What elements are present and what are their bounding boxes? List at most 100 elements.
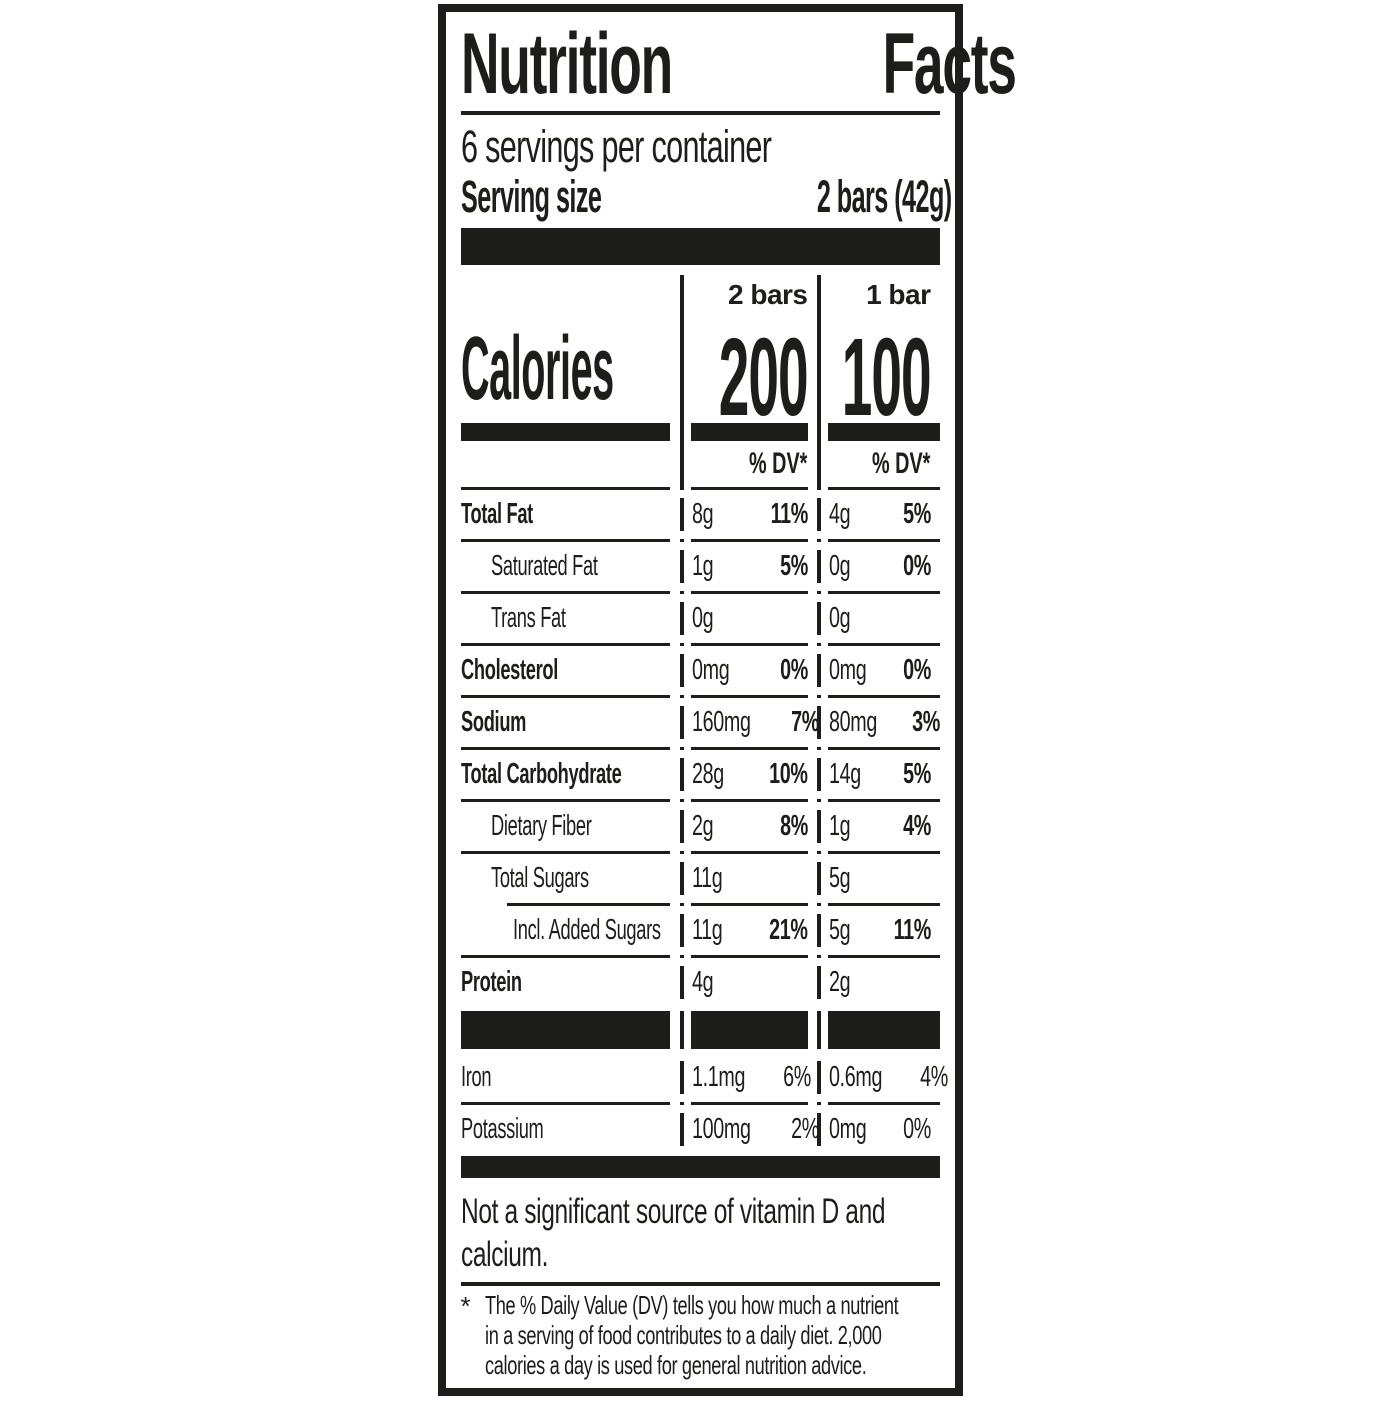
dv-1bar: 5% xyxy=(902,758,931,790)
not-significant-line-1: Not a significant source of vitamin D an… xyxy=(460,1192,885,1231)
title-word-facts: Facts xyxy=(882,16,1016,113)
dv-1bar: 11% xyxy=(893,914,931,946)
not-significant-note: Not a significant source of vitamin D an… xyxy=(461,1190,940,1276)
dv-1bar: 0% xyxy=(902,1113,931,1145)
nutrient-name: Total Sugars xyxy=(490,862,589,894)
label-title: Nutrition Facts xyxy=(460,16,1017,113)
dv-1bar: 3% xyxy=(912,706,940,738)
not-significant-line-2: calcium. xyxy=(460,1235,548,1274)
nutrient-name: Total Fat xyxy=(460,498,533,530)
title-word-nutrition: Nutrition xyxy=(460,16,673,113)
column-header-2bars: 2 bars xyxy=(728,279,808,310)
nutrient-name: Saturated Fat xyxy=(490,550,598,582)
row-divider xyxy=(460,643,940,646)
nutrient-name: Incl. Added Sugars xyxy=(512,914,661,946)
serving-size-value: 2 bars (42g) xyxy=(816,171,952,222)
nutrient-row-added-sugars: Incl. Added Sugars 11g 21% 5g 11% xyxy=(461,906,940,955)
amount-1bar: 0g xyxy=(828,550,851,582)
dv-1bar: 0% xyxy=(902,654,931,686)
thick-bar-bottom xyxy=(460,1156,940,1178)
footnote-line-3: calories a day is used for general nutri… xyxy=(484,1350,867,1380)
dv-header-row: % DV* % DV* xyxy=(461,441,940,487)
dv-2bars: 0% xyxy=(779,654,808,686)
nutrition-facts-label: Nutrition Facts 6 servings per container… xyxy=(437,4,1017,1396)
nutrient-name: Sodium xyxy=(460,706,526,738)
row-divider xyxy=(460,747,940,750)
serving-size-row: Serving size 2 bars (42g) xyxy=(460,171,953,222)
nutrient-row-saturated-fat: Saturated Fat 1g 5% 0g 0% xyxy=(461,542,940,591)
calories-value-1bar: 100 xyxy=(841,315,932,439)
mineral-name: Iron xyxy=(460,1061,492,1093)
footnote-line-2: in a serving of food contributes to a da… xyxy=(484,1320,882,1350)
dv-1bar: 5% xyxy=(902,498,931,530)
nutrient-name: Dietary Fiber xyxy=(490,810,592,842)
mineral-row-potassium: Potassium 100mg 2% 0mg 0% xyxy=(461,1105,940,1154)
calories-2bars-cell: 2 bars 200 xyxy=(679,275,817,439)
amount-2bars: 4g xyxy=(691,966,714,998)
amount-1bar: 5g xyxy=(828,914,851,946)
row-divider xyxy=(460,955,940,958)
nutrient-name: Protein xyxy=(460,966,522,998)
amount-2bars: 0mg xyxy=(691,654,730,686)
amount-2bars: 2g xyxy=(691,810,714,842)
calories-row: Calories 2 bars 200 1 bar 100 xyxy=(460,275,940,439)
nutrient-name: Cholesterol xyxy=(460,654,558,686)
nutrient-name: Total Carbohydrate xyxy=(460,758,622,790)
amount-2bars: 8g xyxy=(691,498,714,530)
amount-1bar: 0mg xyxy=(828,1113,867,1145)
calories-value-2bars: 200 xyxy=(718,315,809,439)
nutrient-row-protein: Protein 4g 2g xyxy=(461,958,940,1007)
footnote-divider xyxy=(460,1282,940,1286)
row-divider xyxy=(460,695,940,698)
mineral-row-iron: Iron 1.1mg 6% 0.6mg 4% xyxy=(460,1053,948,1102)
footnote-line-1: The % Daily Value (DV) tells you how muc… xyxy=(484,1290,899,1320)
dv-2bars: 21% xyxy=(769,914,808,946)
dv-header-1bar: % DV* xyxy=(872,447,931,480)
dv-footnote: * The % Daily Value (DV) tells you how m… xyxy=(461,1290,940,1380)
title-divider xyxy=(460,111,940,115)
amount-1bar: 0g xyxy=(828,602,851,634)
row-divider xyxy=(460,591,940,594)
amount-1bar: 1g xyxy=(828,810,851,842)
nutrient-row-total-fat: Total Fat 8g 11% 4g 5% xyxy=(461,490,940,539)
thick-bar-minerals xyxy=(460,1007,940,1053)
nutrient-row-trans-fat: Trans Fat 0g 0g xyxy=(461,594,940,643)
amount-1bar: 0.6mg xyxy=(828,1061,882,1093)
amount-1bar: 14g xyxy=(828,758,861,790)
nutrient-table: Calories 2 bars 200 1 bar 100 % DV* % DV… xyxy=(460,275,948,1154)
calories-underline-bars xyxy=(460,423,940,441)
calories-1bar-cell: 1 bar 100 xyxy=(816,275,940,439)
nutrient-row-sodium: Sodium 160mg 7% 80mg 3% xyxy=(461,698,940,747)
row-divider xyxy=(460,851,940,854)
row-divider xyxy=(460,539,940,542)
dv-2bars: 11% xyxy=(770,498,808,530)
serving-size-label: Serving size xyxy=(460,171,602,222)
dv-1bar: 4% xyxy=(902,810,931,842)
row-divider xyxy=(460,1102,940,1105)
dv-2bars: 5% xyxy=(779,550,808,582)
dv-2bars: 2% xyxy=(790,1113,819,1145)
amount-2bars: 160mg xyxy=(691,706,751,738)
amount-2bars: 28g xyxy=(691,758,724,790)
servings-per-container: 6 servings per container xyxy=(460,121,940,172)
amount-1bar: 80mg xyxy=(828,706,877,738)
column-header-1bar: 1 bar xyxy=(866,279,931,310)
dv-1bar: 4% xyxy=(919,1061,948,1093)
amount-1bar: 2g xyxy=(828,966,851,998)
mineral-name: Potassium xyxy=(460,1113,544,1145)
dv-2bars: 6% xyxy=(782,1061,811,1093)
nutrient-name: Trans Fat xyxy=(490,602,566,634)
row-divider xyxy=(460,799,940,802)
thick-bar-top xyxy=(460,228,940,265)
amount-1bar: 4g xyxy=(828,498,851,530)
amount-2bars: 11g xyxy=(691,862,723,894)
dv-header-2bars: % DV* xyxy=(749,447,808,480)
dv-2bars: 10% xyxy=(769,758,808,790)
footnote-asterisk: * xyxy=(460,1291,471,1321)
servings-text: 6 servings per container xyxy=(460,121,772,172)
nutrient-row-cholesterol: Cholesterol 0mg 0% 0mg 0% xyxy=(461,646,940,695)
nutrient-row-dietary-fiber: Dietary Fiber 2g 8% 1g 4% xyxy=(461,802,940,851)
calories-label: Calories xyxy=(460,319,614,419)
dv-1bar: 0% xyxy=(902,550,931,582)
amount-2bars: 1.1mg xyxy=(691,1061,745,1093)
